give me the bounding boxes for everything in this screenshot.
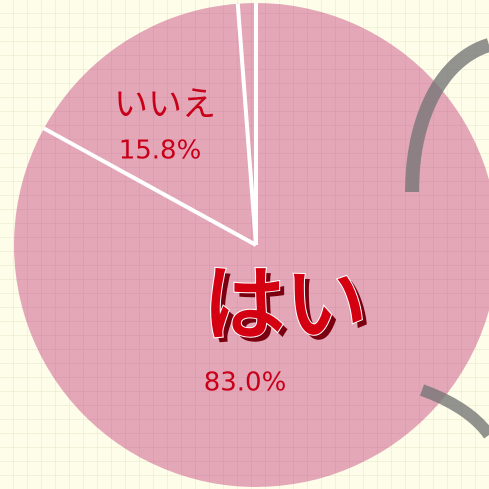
slice-separator: [42, 126, 257, 247]
slice-texture: [43, 3, 257, 246]
decoration: [405, 38, 489, 193]
value-label: 83.0%: [204, 368, 287, 398]
pie: [14, 3, 489, 487]
decoration: [419, 384, 489, 439]
slice-texture: [14, 3, 489, 487]
slice-label: はい: [203, 257, 367, 352]
slice-label: いいえ: [114, 85, 216, 125]
value-label: 15.8%: [119, 136, 202, 166]
slice-label-shadow: はい: [208, 262, 372, 357]
slice-separator: [235, 3, 258, 246]
